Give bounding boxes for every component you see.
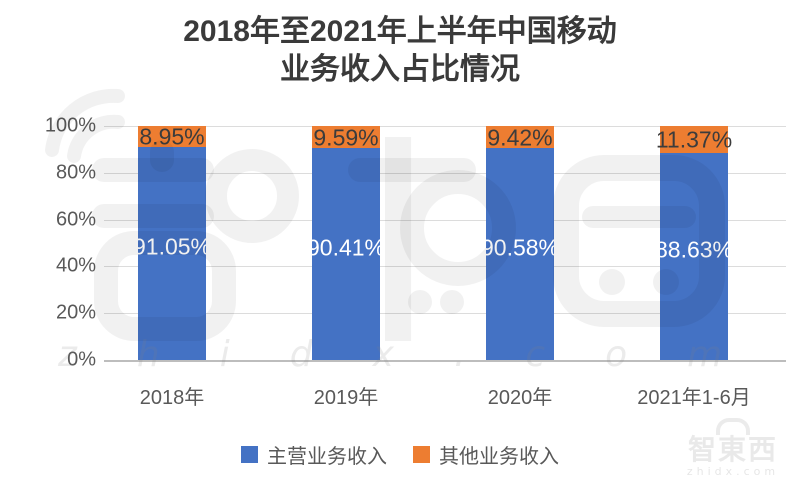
other-revenue-segment bbox=[660, 126, 728, 153]
antenna-arc-icon bbox=[716, 418, 750, 435]
gridline bbox=[104, 219, 786, 221]
gridline bbox=[104, 266, 786, 268]
chart-title: 2018年至2021年上半年中国移动 业务收入占比情况 bbox=[0, 13, 800, 89]
other-revenue-segment bbox=[138, 126, 206, 147]
main-revenue-label: 88.63% bbox=[654, 236, 734, 263]
gridline bbox=[104, 172, 786, 174]
bar-group: 11.37% 88.63% bbox=[655, 126, 733, 360]
y-axis-tick-label: 60% bbox=[55, 208, 96, 231]
legend-label: 其他业务收入 bbox=[439, 446, 559, 468]
legend-item: 其他业务收入 bbox=[413, 440, 559, 469]
gridline bbox=[104, 126, 786, 127]
y-axis-tick-label: 0% bbox=[67, 348, 96, 371]
other-revenue-label: 9.59% bbox=[313, 124, 379, 151]
x-axis-tick-label: 2020年 bbox=[487, 387, 553, 409]
other-revenue-segment bbox=[486, 126, 554, 149]
legend-swatch bbox=[241, 446, 258, 463]
main-revenue-label: 91.05% bbox=[132, 233, 212, 260]
x-axis-tick-label: 2019年 bbox=[313, 387, 379, 409]
legend-label: 主营业务收入 bbox=[267, 446, 387, 468]
main-revenue-segment bbox=[138, 146, 206, 360]
main-revenue-segment bbox=[312, 148, 380, 360]
other-revenue-segment bbox=[312, 126, 380, 149]
other-revenue-label: 8.95% bbox=[139, 123, 205, 150]
main-revenue-segment bbox=[486, 148, 554, 360]
bar-group: 9.42% 90.58% bbox=[481, 124, 559, 360]
legend-item: 主营业务收入 bbox=[241, 440, 387, 469]
main-revenue-label: 90.58% bbox=[480, 234, 560, 261]
x-axis-tick-label: 2021年1-6月 bbox=[637, 387, 751, 409]
bar-group: 9.59% 90.41% bbox=[307, 124, 385, 360]
other-revenue-label: 9.42% bbox=[487, 124, 553, 151]
gridline bbox=[104, 360, 786, 362]
y-axis-tick-label: 80% bbox=[55, 161, 96, 184]
y-axis-tick-label: 100% bbox=[44, 114, 96, 137]
y-axis-tick-label: 20% bbox=[55, 301, 96, 324]
bar-group: 8.95% 91.05% bbox=[133, 123, 211, 360]
y-axis-tick-label: 40% bbox=[55, 254, 96, 277]
other-revenue-label: 11.37% bbox=[655, 126, 733, 153]
main-revenue-segment bbox=[660, 152, 728, 360]
main-revenue-label: 90.41% bbox=[306, 234, 386, 261]
chart-title-line1: 2018年至2021年上半年中国移动 bbox=[183, 15, 617, 48]
gridline bbox=[104, 313, 786, 315]
legend: 主营业务收入 其他业务收入 bbox=[0, 440, 800, 469]
legend-swatch bbox=[413, 446, 430, 463]
x-axis-tick-label: 2018年 bbox=[139, 387, 205, 409]
chart-title-line2: 业务收入占比情况 bbox=[280, 53, 520, 86]
